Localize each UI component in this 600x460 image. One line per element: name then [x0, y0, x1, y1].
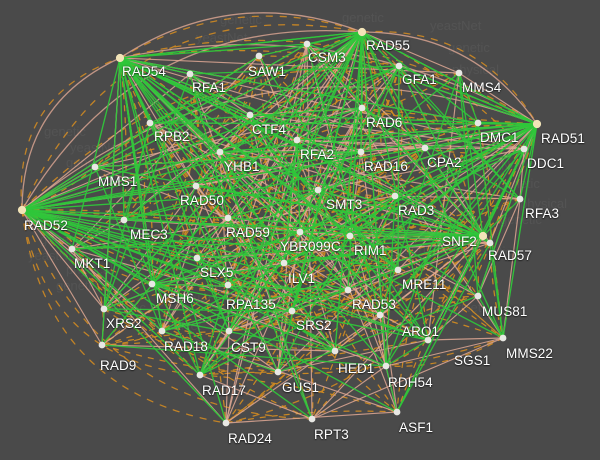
graph-node-rfa3[interactable]: [516, 195, 524, 203]
graph-node-gus1[interactable]: [274, 368, 282, 376]
graph-node-srs2[interactable]: [288, 307, 296, 315]
coexpression-edges: [21, 31, 538, 424]
graph-node-sgs1[interactable]: [424, 336, 432, 344]
graph-node-rim1[interactable]: [346, 232, 354, 240]
graph-node-rad50[interactable]: [192, 182, 200, 190]
graph-node-rad53[interactable]: [344, 286, 352, 294]
graph-node-rad6[interactable]: [358, 104, 366, 112]
graph-nodes: [17, 27, 542, 427]
graph-node-mkt1[interactable]: [68, 245, 76, 253]
graph-node-asf1[interactable]: [393, 408, 401, 416]
graph-node-dmc1[interactable]: [474, 119, 482, 127]
graph-node-cst9[interactable]: [225, 327, 233, 335]
graph-node-snf2[interactable]: [478, 231, 488, 241]
graph-node-slx5[interactable]: [193, 254, 201, 262]
graph-node-rad16[interactable]: [357, 148, 365, 156]
graph-node-gfa1[interactable]: [395, 62, 403, 70]
graph-node-ctf4[interactable]: [246, 111, 254, 119]
graph-node-rpt3[interactable]: [308, 415, 316, 423]
graph-node-ilv1[interactable]: [280, 259, 288, 267]
graph-node-saw1[interactable]: [255, 52, 263, 60]
graph-node-rad18[interactable]: [158, 327, 166, 335]
graph-node-yhb1[interactable]: [216, 148, 224, 156]
graph-node-xrs2[interactable]: [100, 305, 108, 313]
graph-node-mus81[interactable]: [474, 292, 482, 300]
graph-node-msh6[interactable]: [148, 280, 156, 288]
graph-node-rad9[interactable]: [98, 341, 106, 349]
graph-node-rad3[interactable]: [391, 192, 399, 200]
graph-node-rad55[interactable]: [357, 27, 367, 37]
graph-node-aro1[interactable]: [376, 311, 384, 319]
graph-node-rad51[interactable]: [532, 119, 542, 129]
graph-node-rad54[interactable]: [115, 53, 125, 63]
graph-node-mec3[interactable]: [120, 216, 128, 224]
graph-node-mms1[interactable]: [91, 163, 99, 171]
graph-node-rpa135[interactable]: [224, 281, 232, 289]
graph-node-ddc1[interactable]: [520, 145, 528, 153]
graph-node-rpb2[interactable]: [146, 119, 154, 127]
graph-node-rad52[interactable]: [17, 205, 27, 215]
graph-node-hed1[interactable]: [331, 347, 339, 355]
graph-node-mre11[interactable]: [394, 266, 402, 274]
graph-node-ybr099c[interactable]: [296, 228, 304, 236]
graph-node-mms22[interactable]: [499, 334, 507, 342]
graph-node-rad24[interactable]: [222, 419, 230, 427]
graph-node-csm3[interactable]: [303, 40, 311, 48]
graph-node-rad17[interactable]: [196, 371, 204, 379]
graph-node-cpa2[interactable]: [421, 144, 429, 152]
graph-node-rfa1[interactable]: [186, 70, 194, 78]
graph-node-rdh54[interactable]: [382, 362, 390, 370]
graph-node-rad57[interactable]: [486, 239, 494, 247]
graph-node-rfa2[interactable]: [293, 136, 301, 144]
graph-node-mms4[interactable]: [455, 69, 463, 77]
graph-node-smt3[interactable]: [314, 186, 322, 194]
graph-node-rad59[interactable]: [224, 214, 232, 222]
